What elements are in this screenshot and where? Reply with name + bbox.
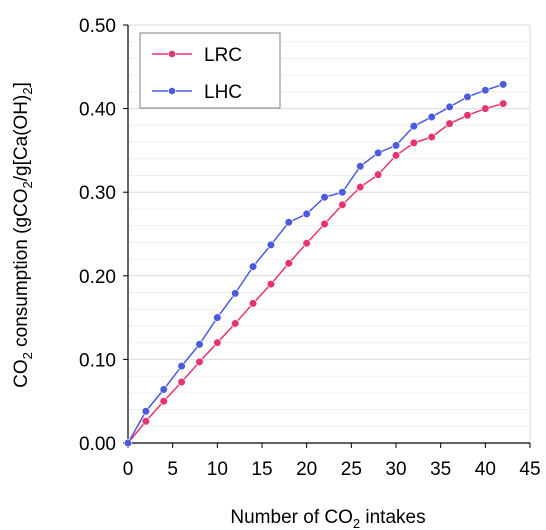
data-point [231,289,240,298]
y-axis-title-part: ] [11,82,32,87]
data-point [320,193,329,202]
data-point [284,218,293,227]
x-tick-label: 25 [341,459,362,480]
data-point [427,132,436,142]
y-axis-title: CO2 consumption (gCO2/g[Ca(OH)2] [11,82,35,388]
y-axis-title-sub: 2 [20,181,35,188]
series-line [127,102,504,444]
y-axis-title-sub: 2 [20,87,35,94]
x-tick-label: 30 [385,459,406,480]
data-point [409,122,418,131]
y-tick-label: 0.20 [79,267,116,288]
data-point [445,102,454,112]
y-tick-label: 0.00 [79,434,116,455]
series-layer [123,80,508,448]
legend-lhc-marker [168,87,176,95]
data-point [213,313,222,322]
data-point [445,119,454,128]
data-point [141,407,150,416]
x-axis-title-part: Number of CO [230,507,352,528]
data-point [231,319,240,328]
data-point [409,138,418,147]
data-point [159,397,168,406]
x-tick-label: 10 [207,459,228,480]
data-point [481,104,490,113]
y-tick-label: 0.50 [79,16,116,37]
data-point [499,99,508,108]
x-axis-title-sub: 2 [353,516,360,530]
y-axis-title-sub: 2 [20,352,35,359]
y-tick-label: 0.10 [79,350,116,371]
data-point [320,219,329,229]
data-point [356,162,365,171]
data-point [159,385,168,394]
data-point [374,170,383,179]
data-point [248,299,258,308]
y-tick-label: 0.40 [79,100,116,121]
x-axis-title: Number of CO2 intakes [230,507,425,530]
data-point [266,280,276,289]
series-line [127,83,504,444]
series-lhc [123,80,508,448]
x-tick-label: 0 [123,459,134,480]
data-point [213,338,222,347]
data-point [195,340,204,349]
legend-lrc-label: LRC [204,45,242,66]
x-tick-label: 5 [167,459,178,480]
legend-lrc-marker [168,50,176,58]
legend: LRC LHC [139,32,281,109]
data-point [248,262,258,271]
data-point [391,151,401,160]
data-point [427,112,436,122]
x-tick-label: 40 [475,459,496,480]
data-point [284,259,293,268]
data-point [481,86,490,95]
data-point [302,239,311,248]
data-point [266,240,276,249]
data-point [356,183,365,192]
data-point [195,357,204,367]
y-axis-title-part: /g[Ca(OH) [11,95,32,182]
data-point [463,111,472,120]
y-axis-title-part: CO [11,359,32,388]
y-axis-title-part: consumption (gCO [11,188,32,352]
data-point [374,148,383,158]
data-point [123,438,133,448]
x-tick-label: 20 [296,459,317,480]
gridlines [128,24,530,444]
data-point [302,209,311,219]
data-point [338,188,347,197]
x-tick-label: 45 [519,459,540,480]
x-tick-label: 35 [430,459,451,480]
series-lrc [123,99,508,448]
data-point [177,377,186,387]
data-point [391,141,401,150]
y-tick-label: 0.30 [79,183,116,204]
data-point [141,417,150,426]
data-point [338,200,347,209]
x-tick-labels: 0 5 10 15 20 25 30 35 40 45 [123,443,541,480]
legend-lhc-label: LHC [204,82,242,103]
x-tick-label: 15 [251,459,272,480]
data-point [463,92,472,101]
data-point [499,80,508,89]
x-axis-title-part: intakes [360,507,425,528]
y-tick-labels: 0.00 0.10 0.20 0.30 0.40 0.50 [79,16,128,455]
data-point [177,361,186,371]
legend-box [139,32,281,109]
